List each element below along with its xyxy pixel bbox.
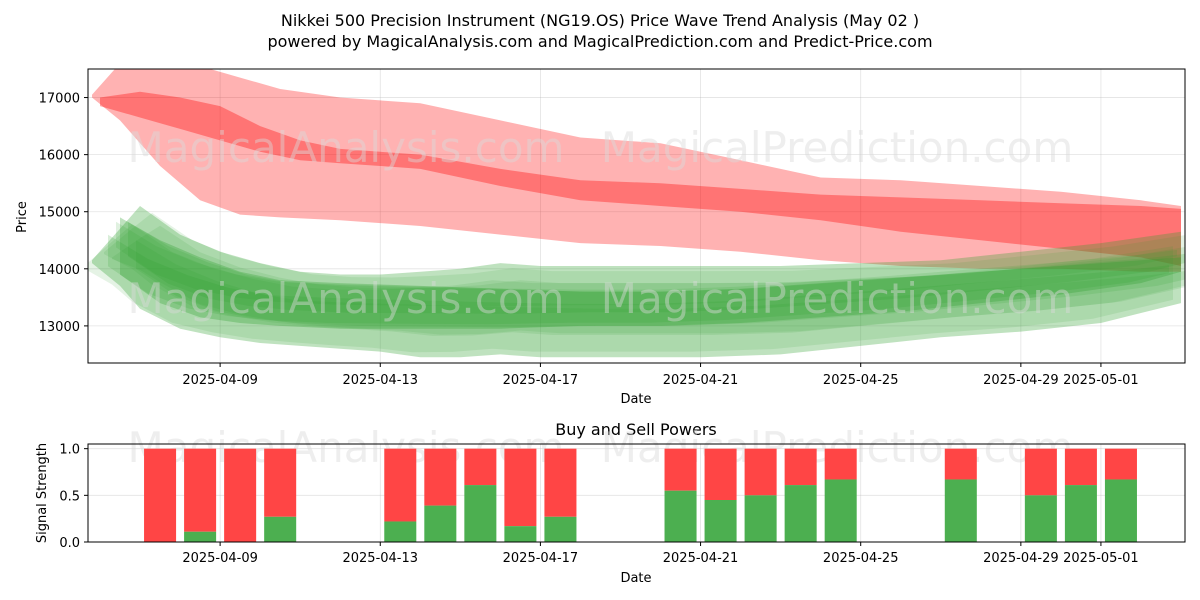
sell-power-bar [704, 448, 737, 500]
buy-power-bar [784, 485, 817, 542]
watermark-left-2: MagicalAnalysis.com [128, 274, 565, 323]
sell-power-bar [1104, 448, 1137, 480]
sub-y-axis: 0.0 0.5 1.0 [59, 443, 88, 551]
sell-power-bar [424, 448, 457, 506]
main-y-tick-label: 13000 [39, 320, 80, 335]
sell-power-bar [464, 448, 497, 486]
chart-title-line2: powered by MagicalAnalysis.com and Magic… [267, 32, 932, 51]
buy-sell-plot: Buy and Sell Powers MagicalAnalysis.com … [35, 420, 1186, 586]
buy-power-bar [744, 495, 777, 542]
main-x-tick-label: 2025-04-21 [663, 373, 739, 388]
sub-y-tick-label: 1.0 [59, 443, 80, 458]
sub-x-tick-label: 2025-04-09 [182, 551, 258, 566]
main-y-tick-label: 14000 [39, 263, 80, 278]
green-wave-band [128, 222, 1185, 314]
sell-power-bar [264, 448, 297, 517]
main-x-tick-label: 2025-05-01 [1063, 373, 1139, 388]
buy-power-bar [704, 500, 737, 542]
sub-x-tick-label: 2025-05-01 [1063, 551, 1139, 566]
wave-bands [88, 69, 1185, 358]
buy-power-bar [944, 479, 977, 542]
green-wave-band [108, 234, 1169, 325]
buy-power-bar [464, 485, 497, 542]
chart-title-line1: Nikkei 500 Precision Instrument (NG19.OS… [281, 11, 919, 30]
main-y-tick-label: 17000 [39, 92, 80, 107]
sub-x-tick-label: 2025-04-25 [823, 551, 899, 566]
main-plot-frame [87, 68, 1186, 364]
red-wave-band [100, 91, 1181, 266]
green-wave-band [88, 224, 1173, 353]
sell-power-bar [784, 448, 817, 486]
sell-power-bar [544, 448, 577, 517]
buy-power-bar [384, 521, 417, 542]
main-y-axis-label: Price [15, 201, 30, 233]
sell-power-bar [944, 448, 977, 480]
buy-power-bar [1024, 495, 1057, 542]
buy-power-bar [424, 505, 457, 542]
main-y-tick-label: 16000 [39, 149, 80, 164]
sub-x-axis: 2025-04-09 2025-04-13 2025-04-17 2025-04-21… [182, 542, 1139, 566]
buy-power-bar [184, 531, 217, 542]
sell-power-bar [184, 448, 217, 532]
green-wave-band [116, 221, 1177, 307]
main-grid [88, 69, 1185, 363]
main-x-tick-label: 2025-04-29 [983, 373, 1059, 388]
red-wave-band [92, 69, 1181, 272]
green-wave-band [112, 225, 1185, 335]
sell-power-bar [1024, 448, 1057, 496]
green-wave-band [120, 217, 1181, 329]
watermark-right: MagicalPrediction.com [601, 123, 1074, 172]
sub-y-tick-label: 0.0 [59, 536, 80, 551]
buy-power-bar [1104, 479, 1137, 542]
main-y-tick-label: 15000 [39, 206, 80, 221]
green-wave-band [104, 212, 1185, 336]
watermark-right-2: MagicalPrediction.com [601, 274, 1074, 323]
sub-x-tick-label: 2025-04-13 [342, 551, 418, 566]
sell-power-bar [504, 448, 537, 527]
sell-power-bar [144, 448, 177, 542]
buy-power-bar [544, 516, 577, 542]
green-wave-band [92, 206, 1181, 358]
sub-x-axis-label: Date [620, 571, 651, 586]
main-x-axis: 2025-04-09 2025-04-13 2025-04-17 2025-04-21… [182, 363, 1139, 388]
sell-power-bar [744, 448, 777, 496]
sell-power-bar [664, 448, 697, 491]
green-wave-band [136, 240, 1185, 328]
sell-power-bar [1064, 448, 1097, 486]
sub-x-tick-label: 2025-04-17 [503, 551, 579, 566]
main-x-tick-label: 2025-04-13 [342, 373, 418, 388]
sub-x-tick-label: 2025-04-29 [983, 551, 1059, 566]
sub-y-tick-label: 0.5 [59, 489, 80, 504]
buy-power-bar [1064, 485, 1097, 542]
sub-y-axis-label: Signal Strength [35, 443, 50, 543]
main-x-tick-label: 2025-04-09 [182, 373, 258, 388]
main-x-tick-label: 2025-04-25 [823, 373, 899, 388]
sub-chart-title: Buy and Sell Powers [555, 420, 717, 439]
buy-sell-bars [144, 448, 1137, 542]
watermark-left: MagicalAnalysis.com [128, 123, 565, 172]
buy-power-bar [824, 479, 857, 542]
buy-power-bar [264, 516, 297, 542]
buy-power-bar [664, 490, 697, 542]
sub-plot-frame [87, 443, 1186, 543]
main-x-axis-label: Date [620, 392, 651, 407]
main-y-axis: 13000 14000 15000 16000 17000 [39, 92, 88, 335]
sell-power-bar [224, 448, 257, 542]
sell-power-bar [384, 448, 417, 522]
sub-x-tick-label: 2025-04-21 [663, 551, 739, 566]
main-x-tick-label: 2025-04-17 [503, 373, 579, 388]
sell-power-bar [824, 448, 857, 480]
buy-power-bar [504, 526, 537, 542]
main-price-plot: MagicalAnalysis.com MagicalPrediction.co… [15, 68, 1186, 407]
